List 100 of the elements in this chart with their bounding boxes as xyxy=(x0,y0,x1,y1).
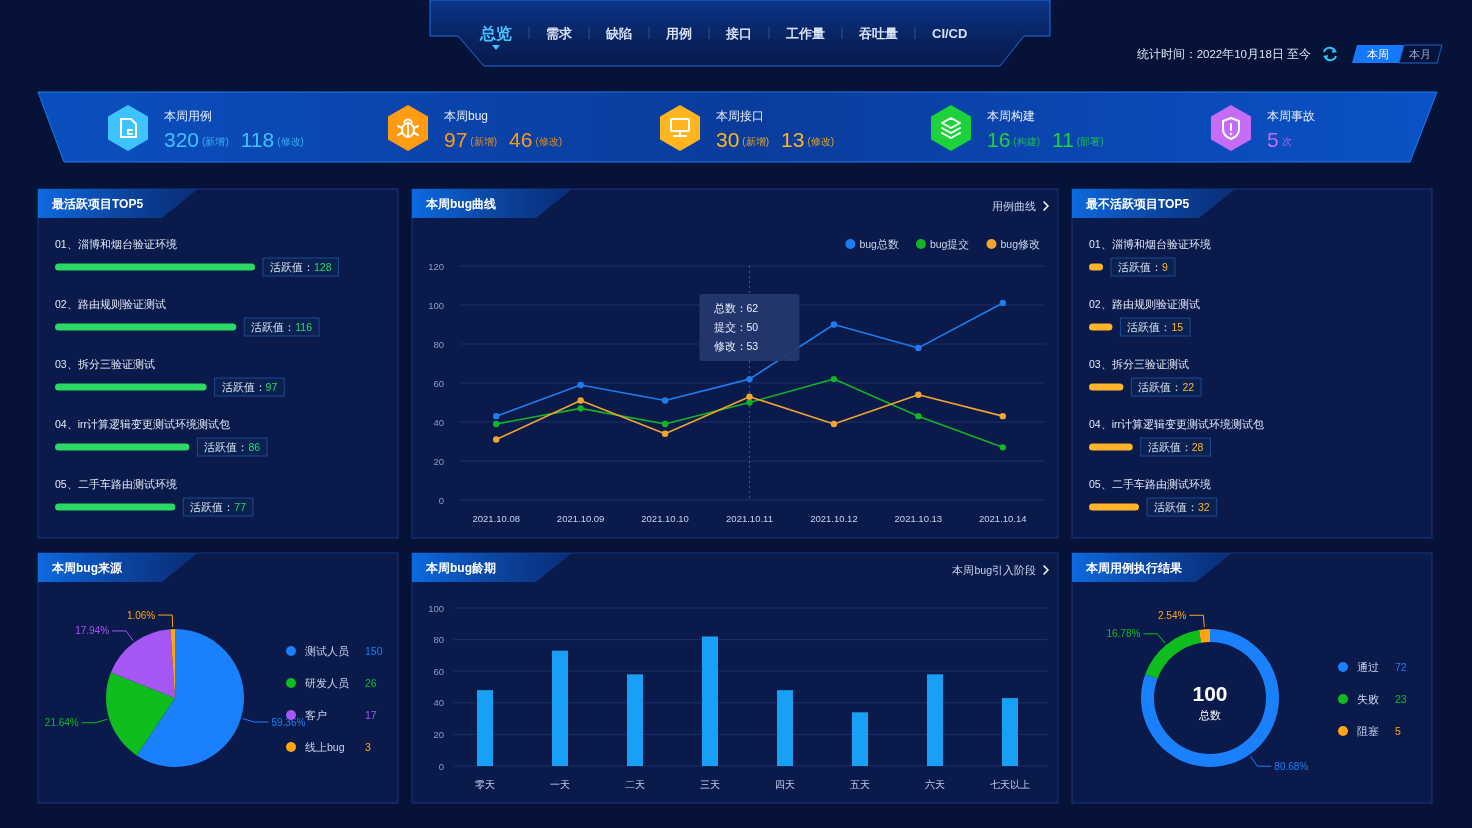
text: 11 xyxy=(1052,127,1074,151)
point xyxy=(661,430,669,437)
y-tick-label: 04、irr计算逻辑变更测试环境测试包 xyxy=(1089,418,1265,430)
text: 本周bug xyxy=(444,109,489,123)
data-label: 17.94% xyxy=(75,625,110,637)
legend-label: 线上bug xyxy=(305,741,345,753)
text: 需求 xyxy=(546,25,573,41)
y-tick-label: 20 xyxy=(433,728,444,740)
text: 用例 xyxy=(665,25,692,41)
x-tick-label: 四天 xyxy=(775,778,795,790)
data-label: 活跃值：32 xyxy=(1154,501,1210,513)
y-tick-label: 60 xyxy=(433,665,444,677)
annotation: 总数：62 xyxy=(712,302,759,315)
point xyxy=(661,397,669,404)
y-tick-label: 0 xyxy=(438,760,444,772)
bar xyxy=(1002,698,1018,766)
bar xyxy=(1089,323,1113,331)
text: 总数 xyxy=(1198,709,1221,721)
data-label: 活跃值：9 xyxy=(1118,261,1169,273)
point xyxy=(915,344,922,352)
y-tick-label: 01、淄博和烟台验证环境 xyxy=(1089,238,1211,250)
bar xyxy=(55,323,237,331)
annotation: 修改：53 xyxy=(713,340,759,353)
text: 统计时间：2022年10月18日 至今 xyxy=(1136,47,1311,60)
y-tick-label: 20 xyxy=(433,455,444,467)
x-tick-label: 二天 xyxy=(625,778,645,790)
point xyxy=(577,405,584,412)
text: 72 xyxy=(1395,661,1407,673)
text: (新增) xyxy=(202,135,229,147)
text: 16 xyxy=(987,127,1011,151)
chart-title: 本周用例执行结果 xyxy=(1085,561,1183,575)
text: 150 xyxy=(365,645,383,657)
data-label: 活跃值：128 xyxy=(270,261,332,273)
bar xyxy=(627,674,643,766)
pie-slice xyxy=(106,672,175,756)
data-label: 活跃值：15 xyxy=(1127,321,1184,333)
text: 23 xyxy=(1395,693,1407,705)
y-tick-label: 03、拆分三验证测试 xyxy=(1089,358,1189,370)
legend-label: 失败 xyxy=(1357,693,1379,705)
text: 97 xyxy=(444,127,468,151)
x-tick-label: 三天 xyxy=(700,778,720,790)
y-tick-label: 05、二手车路由测试环境 xyxy=(55,478,177,490)
x-tick-label: 六天 xyxy=(925,778,945,790)
chart-title: 本周bug曲线 xyxy=(425,197,496,211)
bar xyxy=(55,263,255,271)
text: 本周bug引入阶段 xyxy=(952,564,1036,576)
text: 缺陷 xyxy=(605,25,632,41)
y-tick-label: 80 xyxy=(433,634,444,646)
text: 本月 xyxy=(1409,48,1431,60)
text: 30 xyxy=(716,127,740,151)
point xyxy=(661,420,669,428)
bar xyxy=(852,712,868,766)
text: 用例曲线 xyxy=(992,200,1036,212)
chart-title: 本周bug来源 xyxy=(51,561,123,575)
data-label: 活跃值：22 xyxy=(1138,381,1195,393)
x-tick-label: 七天以上 xyxy=(990,778,1030,790)
x-tick-label: 零天 xyxy=(475,778,495,790)
data-label: 80.68% xyxy=(1274,760,1309,772)
data-label: 活跃值：97 xyxy=(221,381,278,393)
y-tick-label: 02、路由规则验证测试 xyxy=(1089,298,1200,310)
text: 320 xyxy=(164,127,200,151)
point xyxy=(577,381,584,389)
bar xyxy=(552,650,568,766)
point xyxy=(577,397,584,404)
text: 17 xyxy=(365,709,377,721)
text: 吞吐量 xyxy=(858,25,898,41)
bar xyxy=(1089,383,1124,391)
point xyxy=(746,399,753,406)
text: 工作量 xyxy=(785,25,825,41)
y-tick-label: 60 xyxy=(433,377,444,389)
bar xyxy=(927,674,943,766)
chart-title: 最不活跃项目TOP5 xyxy=(1085,197,1190,211)
point xyxy=(830,420,838,428)
point xyxy=(493,412,500,420)
data-label: 活跃值：77 xyxy=(190,501,247,513)
x-tick-label: 2021.10.09 xyxy=(556,512,605,524)
bar xyxy=(477,690,493,766)
legend-label: 客户 xyxy=(305,709,327,721)
text: 46 xyxy=(509,127,533,151)
point xyxy=(999,444,1006,451)
legend-label: 测试人员 xyxy=(305,645,349,657)
donut-slice xyxy=(1199,629,1210,643)
x-tick-label: 一天 xyxy=(550,778,570,790)
text: (修改) xyxy=(807,135,835,147)
text: (修改) xyxy=(535,135,563,147)
data-label: 21.64% xyxy=(44,717,79,729)
point xyxy=(746,375,753,383)
bar xyxy=(1089,503,1139,511)
text: 本周接口 xyxy=(716,109,764,123)
bar xyxy=(55,383,207,391)
y-tick-label: 80 xyxy=(433,338,444,350)
legend-label: bug修改 xyxy=(1000,238,1040,250)
y-tick-label: 40 xyxy=(433,416,444,428)
bar xyxy=(55,503,176,511)
data-label: 活跃值：28 xyxy=(1147,441,1204,453)
text: 26 xyxy=(365,677,377,689)
pie-slice xyxy=(110,629,175,698)
text: (修改) xyxy=(277,135,304,147)
point xyxy=(915,391,922,398)
text: 接口 xyxy=(725,25,752,41)
